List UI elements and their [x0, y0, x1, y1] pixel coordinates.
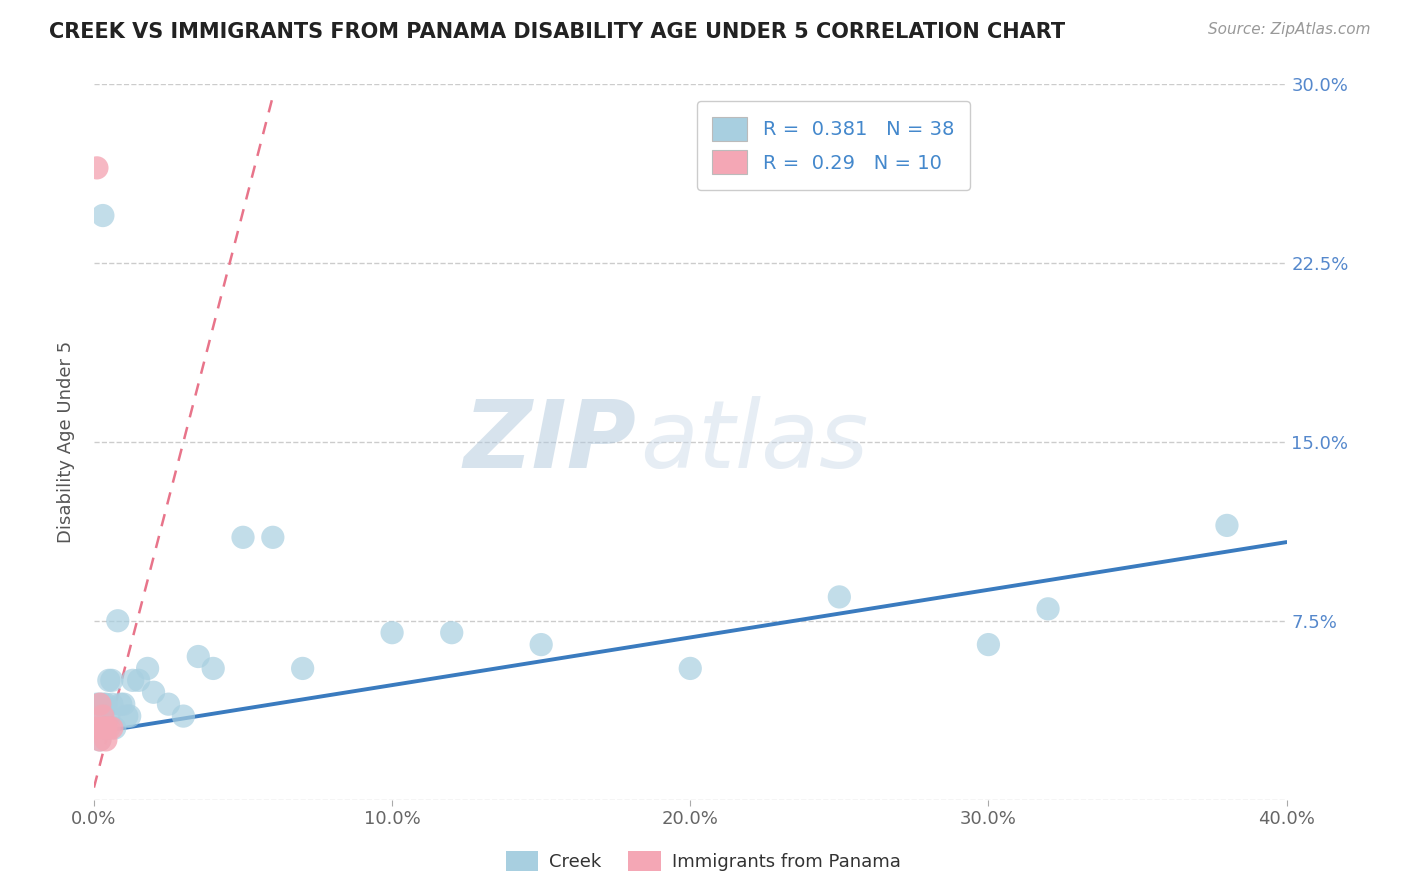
- Point: [262, 530, 284, 544]
- Point: [91, 209, 114, 223]
- Point: [679, 661, 702, 675]
- Point: [121, 673, 143, 688]
- Point: [136, 661, 159, 675]
- Point: [977, 638, 1000, 652]
- Point: [1036, 602, 1059, 616]
- Point: [86, 161, 108, 175]
- Point: [828, 590, 851, 604]
- Point: [97, 709, 120, 723]
- Point: [94, 721, 117, 735]
- Text: ZIP: ZIP: [464, 396, 637, 488]
- Point: [187, 649, 209, 664]
- Point: [86, 697, 108, 711]
- Text: atlas: atlas: [640, 396, 869, 488]
- Point: [91, 721, 114, 735]
- Point: [91, 709, 114, 723]
- Point: [112, 697, 135, 711]
- Point: [91, 697, 114, 711]
- Point: [202, 661, 225, 675]
- Point: [89, 697, 111, 711]
- Point: [89, 733, 111, 747]
- Point: [128, 673, 150, 688]
- Point: [110, 697, 132, 711]
- Point: [101, 721, 124, 735]
- Point: [291, 661, 314, 675]
- Point: [381, 625, 404, 640]
- Point: [94, 733, 117, 747]
- Point: [157, 697, 180, 711]
- Legend: Creek, Immigrants from Panama: Creek, Immigrants from Panama: [498, 844, 908, 879]
- Point: [142, 685, 165, 699]
- Point: [107, 614, 129, 628]
- Point: [101, 673, 124, 688]
- Point: [91, 709, 114, 723]
- Point: [440, 625, 463, 640]
- Text: CREEK VS IMMIGRANTS FROM PANAMA DISABILITY AGE UNDER 5 CORRELATION CHART: CREEK VS IMMIGRANTS FROM PANAMA DISABILI…: [49, 22, 1066, 42]
- Point: [530, 638, 553, 652]
- Point: [172, 709, 194, 723]
- Point: [89, 733, 111, 747]
- Point: [101, 697, 124, 711]
- Legend: R =  0.381   N = 38, R =  0.29   N = 10: R = 0.381 N = 38, R = 0.29 N = 10: [697, 102, 970, 190]
- Point: [232, 530, 254, 544]
- Point: [86, 721, 108, 735]
- Point: [97, 721, 120, 735]
- Point: [97, 673, 120, 688]
- Y-axis label: Disability Age Under 5: Disability Age Under 5: [58, 341, 75, 543]
- Point: [115, 709, 138, 723]
- Point: [94, 697, 117, 711]
- Point: [104, 721, 127, 735]
- Point: [1216, 518, 1239, 533]
- Point: [89, 697, 111, 711]
- Text: Source: ZipAtlas.com: Source: ZipAtlas.com: [1208, 22, 1371, 37]
- Point: [86, 721, 108, 735]
- Point: [118, 709, 141, 723]
- Point: [94, 721, 117, 735]
